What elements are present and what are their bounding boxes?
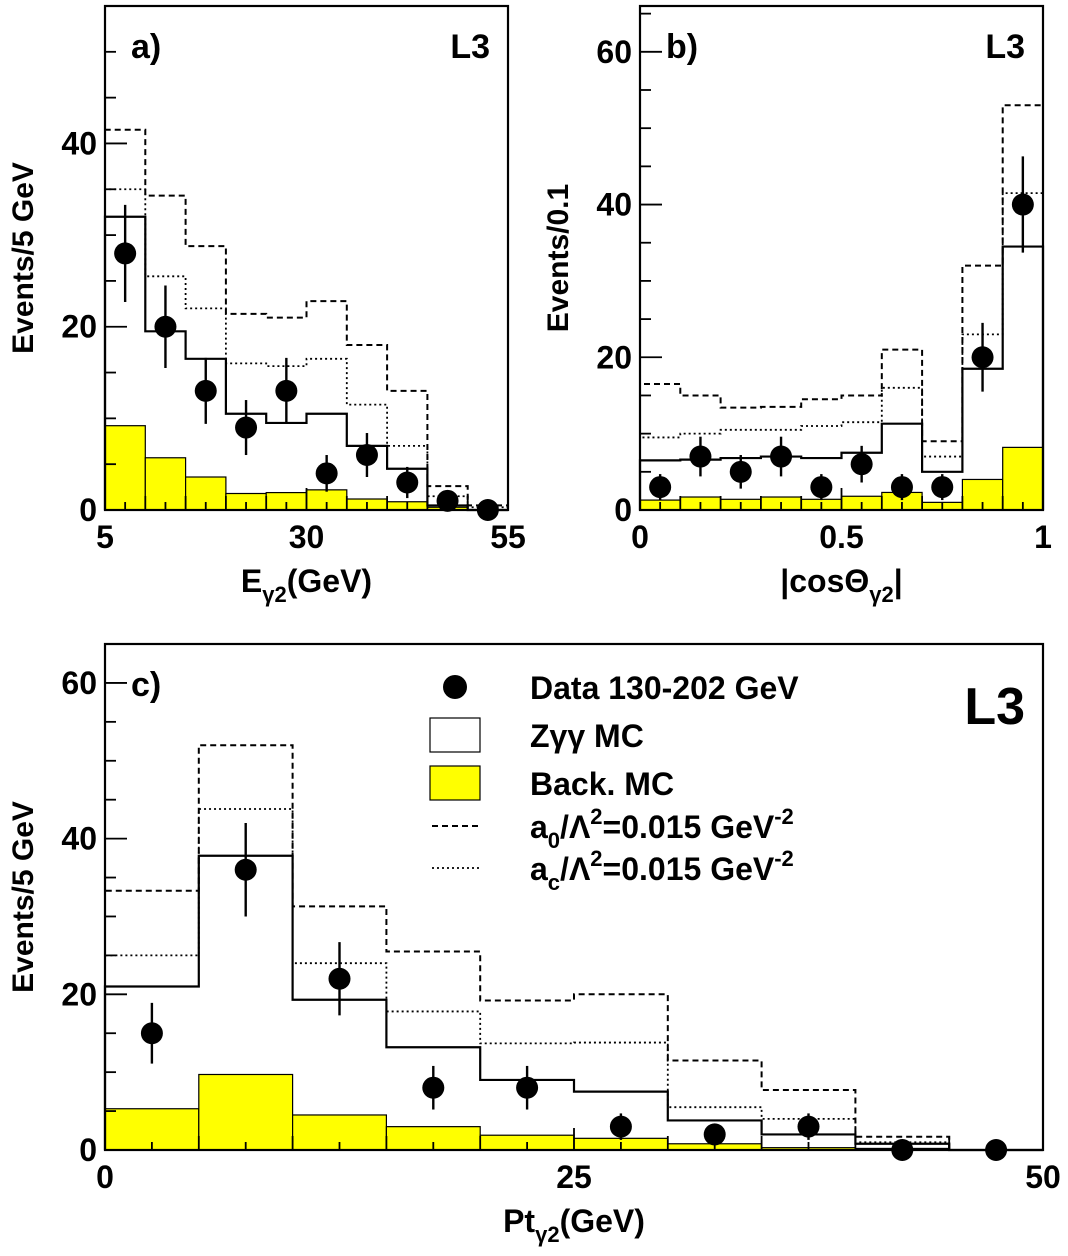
x-tick-label: 30 bbox=[289, 519, 325, 555]
legend-text: Data 130-202 GeV bbox=[530, 670, 799, 706]
data-point bbox=[114, 242, 137, 265]
data-point bbox=[810, 476, 833, 499]
logo-l3: L3 bbox=[450, 28, 490, 66]
x-tick-label: 50 bbox=[1025, 1159, 1061, 1195]
panel-label: a) bbox=[131, 28, 161, 66]
logo-l3: L3 bbox=[985, 28, 1025, 66]
data-point bbox=[436, 489, 459, 512]
x-tick-label: 1 bbox=[1034, 519, 1052, 555]
data-point bbox=[355, 444, 378, 467]
plot-frame bbox=[103, 4, 510, 512]
data-point bbox=[315, 462, 338, 485]
data-point bbox=[971, 346, 994, 369]
bar-back-mc bbox=[104, 425, 146, 511]
data-point bbox=[194, 379, 217, 402]
bar-back-mc bbox=[292, 1114, 388, 1151]
panel-b: 0 20 40 60 0 0.5 1 b) L3 Events/0.1 |cosΘγ2| bbox=[542, 4, 1052, 607]
legend-text: Back. MC bbox=[530, 766, 674, 802]
panel-label: c) bbox=[131, 666, 161, 704]
logo-l3: L3 bbox=[964, 678, 1025, 736]
bar-back-mc bbox=[144, 457, 187, 511]
data-point bbox=[1011, 193, 1034, 216]
y-tick-label: 60 bbox=[61, 665, 97, 701]
x-tick-label: 5 bbox=[96, 519, 114, 555]
legend-text: a0/Λ2=0.015 GeV-2 bbox=[530, 804, 794, 853]
data-point bbox=[234, 858, 257, 881]
legend-text: Zγγ MC bbox=[530, 718, 644, 754]
y-tick-label: 40 bbox=[596, 187, 632, 223]
x-tick-label: 0 bbox=[96, 1159, 114, 1195]
data-point bbox=[328, 967, 351, 990]
data-point bbox=[275, 379, 298, 402]
y-tick-label: 60 bbox=[596, 34, 632, 70]
panel-label: b) bbox=[666, 28, 698, 66]
y-tick-label: 0 bbox=[79, 1132, 97, 1168]
data-point bbox=[770, 445, 793, 468]
bar-back-mc bbox=[198, 1073, 294, 1151]
data-point bbox=[154, 315, 177, 338]
x-axis-label: Eγ2(GeV) bbox=[241, 563, 372, 607]
data-point bbox=[931, 476, 954, 499]
bar-back-mc bbox=[1002, 446, 1044, 511]
y-tick-label: 20 bbox=[61, 976, 97, 1012]
data-point bbox=[235, 416, 258, 439]
x-tick-label: 0.5 bbox=[819, 519, 863, 555]
data-point bbox=[396, 471, 419, 494]
panel-c: 0 20 40 60 0 25 50 c) L3 Events/5 GeV Ptγ2(GeV) Dat… bbox=[7, 642, 1061, 1247]
y-tick-label: 20 bbox=[61, 309, 97, 345]
y-axis-label: Events/5 GeV bbox=[7, 162, 40, 354]
series-step-dotted bbox=[104, 808, 1043, 1151]
data-point bbox=[140, 1022, 163, 1045]
y-tick-label: 40 bbox=[61, 125, 97, 161]
x-tick-label: 0 bbox=[631, 519, 649, 555]
data-point bbox=[649, 476, 672, 499]
legend-text: ac/Λ2=0.015 GeV-2 bbox=[530, 846, 794, 895]
data-point bbox=[609, 1115, 632, 1138]
data-point bbox=[890, 476, 913, 499]
y-tick-label: 20 bbox=[596, 339, 632, 375]
series-step-dotted bbox=[639, 192, 1044, 510]
data-point bbox=[850, 453, 873, 476]
legend-marker-dot bbox=[443, 675, 467, 699]
legend: Data 130-202 GeV Zγγ MC Back. MCa0/Λ2=0.01… bbox=[429, 670, 799, 895]
data-point bbox=[422, 1076, 445, 1099]
data-point bbox=[689, 445, 712, 468]
x-axis-label: Ptγ2(GeV) bbox=[503, 1203, 645, 1247]
panel-a: 0 20 40 5 30 55 a) L3 Events/5 GeV Eγ2(GeV) bbox=[7, 4, 526, 607]
y-tick-label: 0 bbox=[614, 492, 632, 528]
y-tick-label: 40 bbox=[61, 821, 97, 857]
x-tick-label: 25 bbox=[556, 1159, 592, 1195]
x-axis-label: |cosΘγ2| bbox=[780, 563, 902, 607]
series-step-dashed bbox=[104, 128, 509, 510]
y-axis-label: Events/0.1 bbox=[542, 184, 575, 332]
y-tick-label: 0 bbox=[79, 492, 97, 528]
y-axis-label: Events/5 GeV bbox=[7, 801, 40, 993]
legend-marker-box bbox=[429, 717, 481, 753]
series-step-dashed bbox=[639, 104, 1044, 510]
data-point bbox=[516, 1076, 539, 1099]
data-point bbox=[729, 460, 752, 483]
legend-marker-yellow bbox=[429, 765, 481, 801]
data-point bbox=[797, 1115, 820, 1138]
x-tick-label: 55 bbox=[490, 519, 526, 555]
data-point bbox=[703, 1123, 726, 1146]
